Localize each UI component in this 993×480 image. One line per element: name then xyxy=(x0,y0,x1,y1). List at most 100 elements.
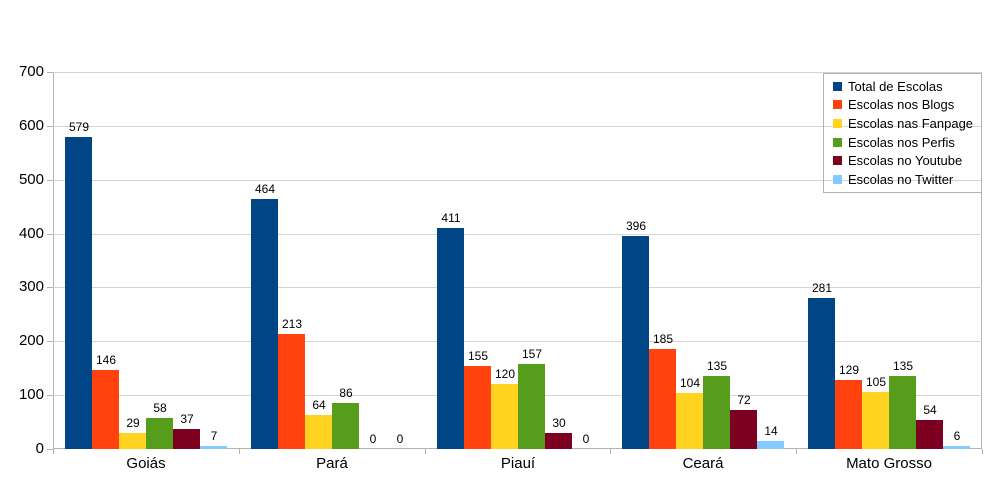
category-label: Mato Grosso xyxy=(846,455,932,472)
legend-item: Escolas nos Perfis xyxy=(833,135,979,150)
category-label: Pará xyxy=(316,455,348,472)
legend-label: Escolas nas Fanpage xyxy=(848,116,974,132)
bar-value-label: 58 xyxy=(153,401,167,415)
bar-escolas-no-twitter xyxy=(943,446,970,449)
gridline xyxy=(53,234,982,235)
bar-value-label: 54 xyxy=(923,403,937,417)
bar-value-label: 129 xyxy=(838,363,860,377)
bar-escolas-nas-fanpage xyxy=(862,392,889,449)
bar-escolas-nas-fanpage xyxy=(676,393,703,449)
legend-label: Escolas no Twitter xyxy=(848,172,954,188)
bar-escolas-nas-fanpage xyxy=(119,433,146,449)
category-label: Goiás xyxy=(126,455,166,472)
bar-value-label: 72 xyxy=(737,393,751,407)
bar-total-de-escolas xyxy=(251,199,278,449)
legend-item: Total de Escolas xyxy=(833,79,979,94)
legend-label: Escolas nos Perfis xyxy=(848,134,955,150)
y-tick-label: 600 xyxy=(18,117,44,134)
y-axis-tick xyxy=(47,341,53,342)
bar-total-de-escolas xyxy=(65,137,92,449)
bar-value-label: 146 xyxy=(95,353,117,367)
x-axis-tick xyxy=(53,449,54,454)
legend: Total de Escolas Escolas nos Blogs Escolas… xyxy=(823,73,982,193)
legend-swatch-icon xyxy=(833,100,842,110)
bar-value-label: 14 xyxy=(764,424,778,438)
y-axis-tick xyxy=(47,449,53,450)
bar-value-label: 86 xyxy=(339,386,353,400)
bar-value-label: 120 xyxy=(494,367,516,381)
x-axis-tick xyxy=(982,449,983,454)
legend-item: Escolas nas Fanpage xyxy=(833,116,979,131)
x-axis-tick xyxy=(610,449,611,454)
y-axis-tick xyxy=(47,287,53,288)
y-axis-tick xyxy=(47,180,53,181)
bar-value-label: 105 xyxy=(865,375,887,389)
plot-area: 579 464 411 396 281 146 213 155 185 129 29 64 120 104… xyxy=(47,72,983,454)
gridline xyxy=(53,72,982,73)
bar-escolas-no-youtube xyxy=(730,410,757,449)
bar-value-label: 0 xyxy=(396,432,404,446)
bar-escolas-nos-blogs xyxy=(278,334,305,449)
bar-escolas-no-twitter xyxy=(200,446,227,449)
bar-escolas-nas-fanpage xyxy=(491,384,518,449)
gridline xyxy=(53,126,982,127)
legend-item: Escolas nos Blogs xyxy=(833,97,979,112)
bar-escolas-nos-blogs xyxy=(92,370,119,449)
legend-item: Escolas no Youtube xyxy=(833,153,979,168)
bar-value-label: 411 xyxy=(441,211,461,225)
y-tick-label: 700 xyxy=(18,63,44,80)
bar-value-label: 579 xyxy=(68,120,90,134)
gridline xyxy=(53,180,982,181)
y-axis-line xyxy=(53,72,54,449)
legend-swatch-icon xyxy=(833,137,842,147)
bar-value-label: 104 xyxy=(679,376,701,390)
gridline xyxy=(53,287,982,288)
x-axis-tick xyxy=(239,449,240,454)
bar-escolas-no-youtube xyxy=(173,429,200,449)
y-tick-label: 100 xyxy=(18,386,44,403)
legend-swatch-icon xyxy=(833,81,842,91)
bar-total-de-escolas xyxy=(808,298,835,449)
category-label: Piauí xyxy=(500,455,536,472)
bar-value-label: 213 xyxy=(281,317,303,331)
bar-escolas-nos-perfis xyxy=(889,376,916,449)
y-tick-label: 200 xyxy=(18,332,44,349)
x-axis-tick xyxy=(425,449,426,454)
y-tick-label: 400 xyxy=(18,225,44,242)
gridline xyxy=(53,341,982,342)
bar-escolas-nos-blogs xyxy=(835,380,862,449)
bar-escolas-no-youtube xyxy=(916,420,943,449)
y-axis-tick xyxy=(47,72,53,73)
bar-value-label: 157 xyxy=(521,347,543,361)
x-axis-tick xyxy=(796,449,797,454)
bar-value-label: 6 xyxy=(953,429,961,443)
bar-value-label: 64 xyxy=(312,398,326,412)
bar-value-label: 37 xyxy=(180,412,194,426)
legend-label: Escolas nos Blogs xyxy=(848,97,955,113)
legend-swatch-icon xyxy=(833,156,842,166)
bar-value-label: 396 xyxy=(625,219,647,233)
bar-value-label: 464 xyxy=(254,182,276,196)
legend-item: Escolas no Twitter xyxy=(833,172,979,187)
bar-value-label: 185 xyxy=(652,332,674,346)
y-axis-tick xyxy=(47,126,53,127)
y-axis-tick xyxy=(47,234,53,235)
category-label: Ceará xyxy=(682,455,724,472)
bar-value-label: 135 xyxy=(706,359,728,373)
plot-right-border xyxy=(981,72,982,449)
bar-total-de-escolas xyxy=(622,236,649,449)
bar-value-label: 29 xyxy=(126,416,140,430)
bar-escolas-no-youtube xyxy=(545,433,572,449)
y-tick-label: 0 xyxy=(35,440,44,457)
bar-value-label: 0 xyxy=(369,432,377,446)
y-tick-label: 500 xyxy=(18,171,44,188)
bar-value-label: 135 xyxy=(892,359,914,373)
legend-swatch-icon xyxy=(833,119,842,129)
bar-escolas-nos-perfis xyxy=(703,376,730,449)
bar-escolas-nos-blogs xyxy=(649,349,676,449)
bar-total-de-escolas xyxy=(437,228,464,449)
y-axis-tick xyxy=(47,395,53,396)
bar-escolas-nos-perfis xyxy=(332,403,359,449)
legend-swatch-icon xyxy=(833,175,842,185)
